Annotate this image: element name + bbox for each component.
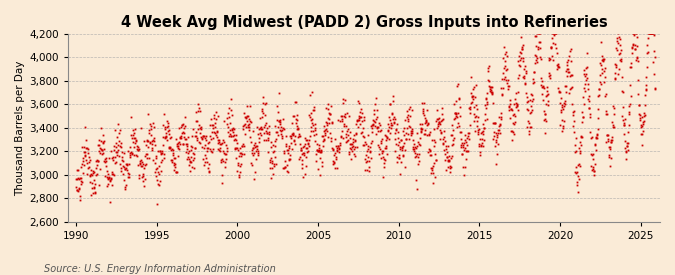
Text: Source: U.S. Energy Information Administration: Source: U.S. Energy Information Administ… <box>44 264 275 274</box>
Title: 4 Week Avg Midwest (PADD 2) Gross Inputs into Refineries: 4 Week Avg Midwest (PADD 2) Gross Inputs… <box>121 15 608 30</box>
Y-axis label: Thousand Barrels per Day: Thousand Barrels per Day <box>15 60 25 196</box>
